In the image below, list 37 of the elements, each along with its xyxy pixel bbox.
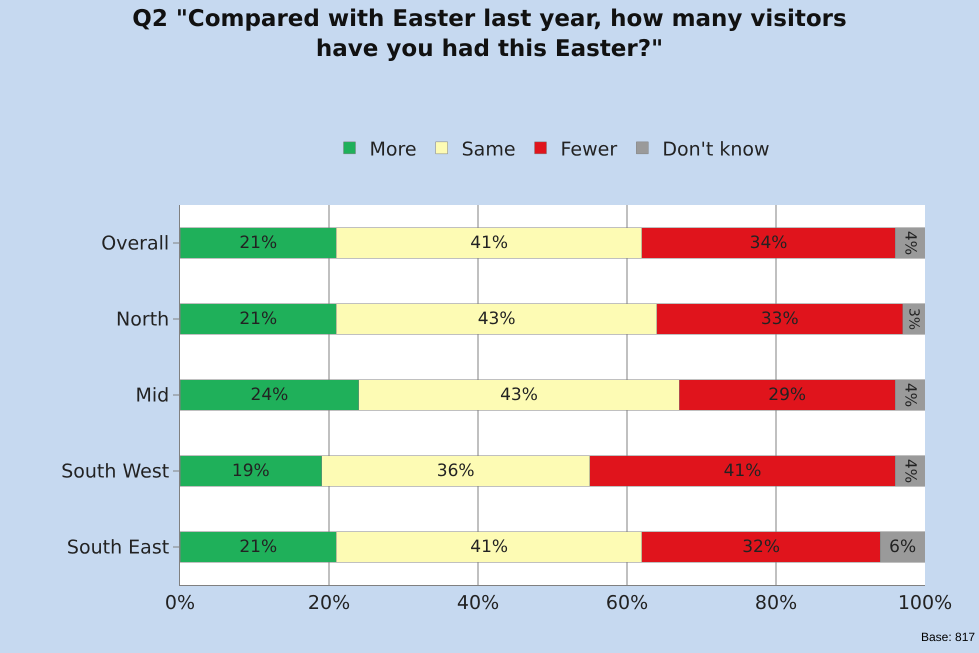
data-label: 4% — [902, 458, 920, 484]
data-label: 3% — [906, 308, 922, 330]
data-label: 24% — [250, 385, 288, 405]
data-label: 43% — [478, 309, 516, 329]
data-label: 36% — [436, 461, 475, 481]
data-label: 41% — [470, 537, 508, 557]
x-tick-label: 20% — [308, 592, 350, 614]
legend-label: Same — [462, 138, 516, 160]
y-tick-label: Overall — [101, 232, 170, 255]
x-tick-label: 100% — [898, 592, 952, 614]
y-tick-label: South West — [61, 460, 170, 483]
data-label: 41% — [724, 461, 762, 481]
data-label: 4% — [902, 230, 920, 256]
data-label: 33% — [760, 309, 799, 329]
chart-title: Q2 "Compared with Easter last year, how many visitors have you had this Easter?" — [132, 6, 847, 62]
y-tick-label: North — [116, 308, 170, 331]
data-label: 6% — [889, 537, 916, 557]
data-label: 21% — [239, 537, 278, 557]
data-label: 34% — [750, 233, 788, 253]
data-label: 21% — [239, 309, 278, 329]
data-label: 32% — [742, 537, 780, 557]
y-tick-label: South East — [66, 536, 170, 559]
data-label: 4% — [902, 382, 920, 408]
x-tick-label: 80% — [754, 592, 798, 614]
x-tick-label: 40% — [456, 592, 500, 614]
legend-label: More — [370, 138, 417, 160]
legend-label: Don't know — [662, 138, 770, 160]
x-tick-label: 0% — [164, 592, 196, 614]
legend-label: Fewer — [560, 138, 618, 160]
data-label: 19% — [232, 461, 270, 481]
data-label: 43% — [500, 385, 538, 405]
x-tick-label: 60% — [606, 592, 648, 614]
data-label: 41% — [470, 233, 508, 253]
data-label: 21% — [239, 233, 278, 253]
text: Base: 817 — [921, 630, 976, 644]
data-label: 29% — [768, 385, 806, 405]
y-tick-label: Mid — [135, 384, 170, 407]
